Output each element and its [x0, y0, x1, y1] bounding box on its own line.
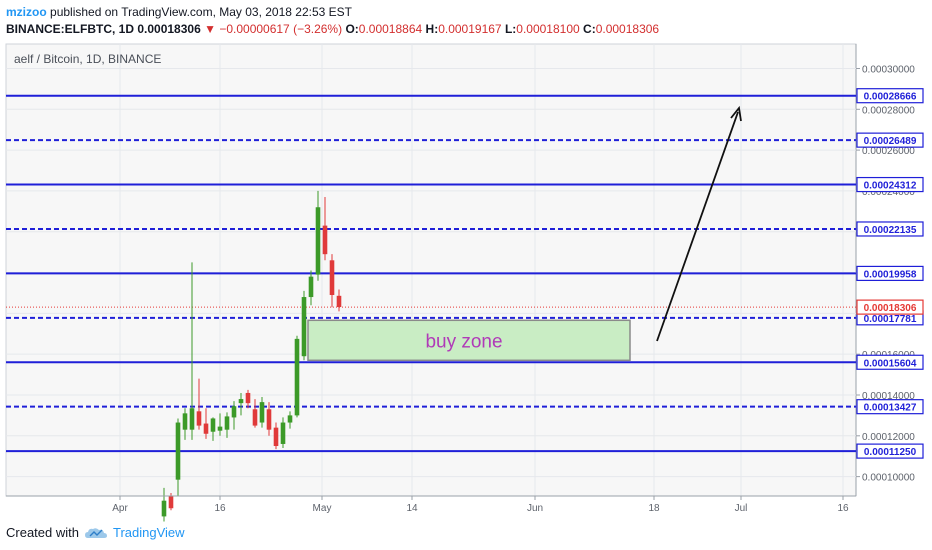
candle-body	[259, 402, 265, 423]
y-tick-label: 0.00028000	[862, 105, 915, 116]
level-price-badge	[856, 443, 924, 459]
high-label: H:	[425, 22, 439, 36]
footer: Created with TradingView	[6, 524, 185, 542]
last-price: 0.00018306	[137, 22, 201, 36]
symbol-info: BINANCE:ELFBTC, 1D 0.00018306 ▼ −0.00000…	[6, 21, 659, 38]
x-tick-label: Apr	[112, 503, 128, 514]
candle-body	[217, 426, 223, 431]
change-arrow-icon: ▼	[204, 22, 216, 36]
candle-body	[168, 496, 174, 509]
published-text: published on TradingView.com, May 03, 20…	[50, 5, 352, 19]
candle-body	[252, 409, 258, 426]
candle-body	[238, 399, 244, 404]
candle-body	[287, 415, 293, 423]
level-price-label: 0.00017781	[864, 314, 917, 325]
arrow-line	[656, 111, 739, 342]
level-price-badge	[856, 88, 924, 104]
candle-body	[315, 207, 321, 275]
target-arrow[interactable]	[656, 105, 742, 342]
y-tick-label: 0.00030000	[862, 64, 915, 75]
level-price-badge	[856, 132, 924, 148]
open-label: O:	[345, 22, 359, 36]
buy-zone-label: buy zone	[425, 331, 502, 352]
candle-body	[175, 422, 181, 480]
level-price-badge	[856, 221, 924, 237]
x-tick-label: 14	[406, 503, 418, 514]
y-tick-label: 0.00014000	[862, 391, 915, 402]
level-price-badge	[856, 176, 924, 193]
candle-body	[231, 406, 237, 418]
candle-body	[322, 225, 328, 255]
level-price-label: 0.00015604	[864, 358, 917, 369]
candle-body	[266, 409, 272, 430]
candle-body	[301, 297, 307, 357]
candle-body	[224, 416, 230, 430]
level-price-label: 0.00011250	[864, 447, 917, 458]
y-tick-label: 0.00024000	[862, 187, 915, 198]
time-axis[interactable]: Apr 16 May 14 Jun 18 Jul 16	[6, 495, 856, 514]
close-label: C:	[583, 22, 596, 36]
candle-body	[308, 276, 314, 298]
level-price-label: 0.00026489	[864, 136, 917, 147]
high-value: 0.00019167	[438, 22, 502, 36]
x-tick-label: 16	[214, 503, 226, 514]
close-value: 0.00018306	[595, 22, 660, 36]
tradingview-brand[interactable]: TradingView	[112, 525, 185, 540]
candle-body	[189, 408, 195, 430]
level-price-label: 0.00022135	[864, 225, 917, 236]
y-tick-label: 0.00026000	[862, 146, 915, 157]
x-tick-label: May	[313, 503, 332, 514]
level-price-badge	[856, 354, 924, 370]
candle-body	[182, 413, 188, 430]
level-price-badge	[856, 399, 924, 415]
candles	[161, 190, 342, 522]
created-with-text: Created with	[6, 525, 79, 540]
candle-body	[273, 427, 279, 447]
candle-body	[245, 392, 251, 404]
level-price-label: 0.00019958	[864, 269, 917, 280]
x-tick-label: 16	[837, 503, 849, 514]
candle-body	[161, 500, 167, 517]
low-label: L:	[504, 22, 517, 36]
buy-zone-box[interactable]	[307, 319, 631, 362]
last-price-label: 0.00018306	[864, 303, 917, 314]
level-price-label: 0.00024312	[864, 181, 917, 192]
open-value: 0.00018864	[358, 22, 423, 36]
candle-body	[336, 295, 342, 308]
candle-body	[294, 338, 300, 416]
tradingview-cloud-icon	[84, 528, 107, 538]
price-axis[interactable]: 0.00030000 0.00028000 0.00026000 0.00024000…	[856, 64, 924, 484]
author-name[interactable]: mzizoo	[6, 5, 47, 19]
low-value: 0.00018100	[516, 22, 580, 36]
plot-area[interactable]	[5, 43, 857, 497]
level-price-label: 0.00028666	[864, 92, 917, 103]
x-tick-label: 18	[648, 503, 660, 514]
candle-body	[210, 418, 216, 432]
candle-body	[329, 260, 335, 295]
price-change: −0.00000617 (−3.26%)	[219, 22, 343, 36]
level-price-label: 0.00013427	[864, 403, 917, 414]
horizontal-levels[interactable]	[6, 94, 856, 453]
buy-zone[interactable]: buy zone	[307, 319, 631, 362]
y-tick-label: 0.00010000	[862, 473, 915, 484]
x-tick-label: Jul	[735, 503, 748, 514]
y-tick-label: 0.00012000	[862, 432, 915, 443]
symbol-label: BINANCE:ELFBTC, 1D	[6, 22, 134, 36]
candle-body	[280, 422, 286, 444]
chart-title: aelf / Bitcoin, 1D, BINANCE	[14, 52, 161, 66]
level-price-badge	[856, 265, 924, 282]
last-price-badge	[856, 299, 924, 315]
arrow-head-icon	[730, 105, 742, 122]
candle-body	[203, 423, 209, 434]
publish-info: mzizoo published on TradingView.com, May…	[6, 4, 352, 21]
candle-body	[196, 411, 202, 426]
x-tick-label: Jun	[527, 503, 543, 514]
